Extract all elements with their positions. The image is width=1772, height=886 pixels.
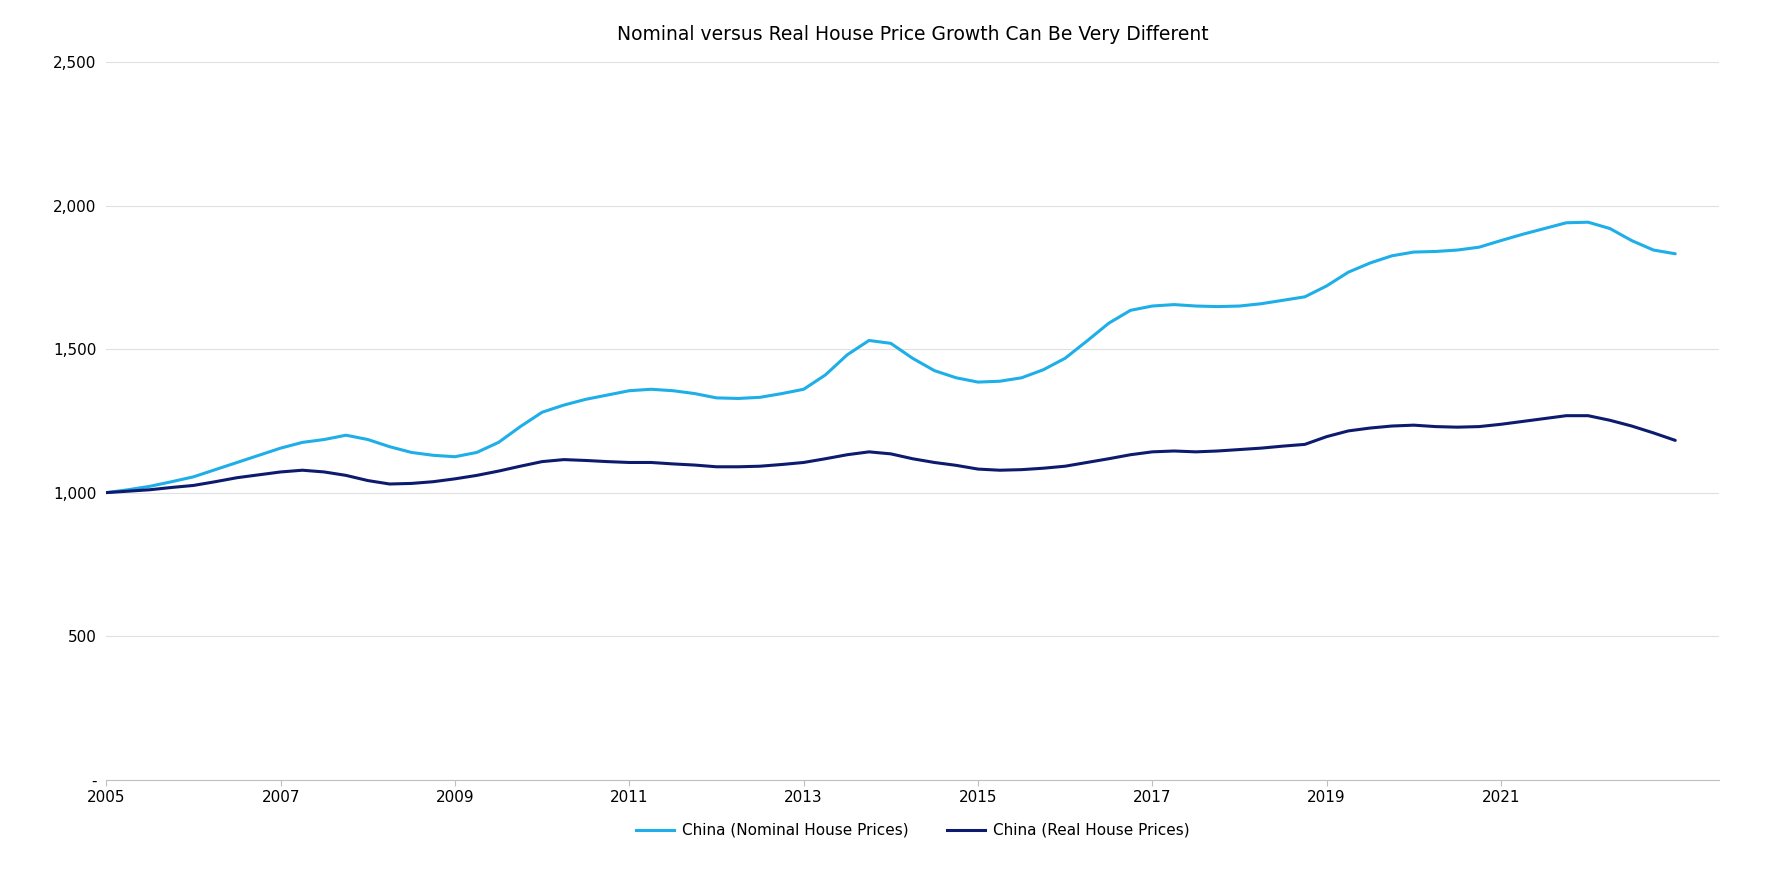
- China (Real House Prices): [1403, 420, 1425, 431]
- China (Real House Prices): [1664, 435, 1685, 446]
- China (Nominal House Prices): [618, 385, 640, 396]
- China (Real House Prices): [1446, 422, 1467, 432]
- China (Real House Prices): [1512, 416, 1533, 427]
- China (Nominal House Prices): [1446, 245, 1467, 255]
- China (Real House Prices): [1556, 410, 1577, 421]
- China (Nominal House Prices): [881, 338, 902, 349]
- China (Nominal House Prices): [96, 487, 117, 498]
- China (Real House Prices): [445, 473, 466, 484]
- China (Real House Prices): [618, 457, 640, 468]
- Line: China (Real House Prices): China (Real House Prices): [106, 416, 1675, 493]
- China (Real House Prices): [96, 487, 117, 498]
- Title: Nominal versus Real House Price Growth Can Be Very Different: Nominal versus Real House Price Growth C…: [617, 25, 1209, 43]
- China (Real House Prices): [881, 448, 902, 459]
- Line: China (Nominal House Prices): China (Nominal House Prices): [106, 222, 1675, 493]
- China (Nominal House Prices): [1403, 246, 1425, 257]
- China (Nominal House Prices): [1664, 248, 1685, 259]
- Legend: China (Nominal House Prices), China (Real House Prices): China (Nominal House Prices), China (Rea…: [629, 817, 1196, 843]
- China (Nominal House Prices): [1577, 217, 1598, 228]
- China (Nominal House Prices): [1512, 229, 1533, 239]
- China (Nominal House Prices): [445, 451, 466, 462]
